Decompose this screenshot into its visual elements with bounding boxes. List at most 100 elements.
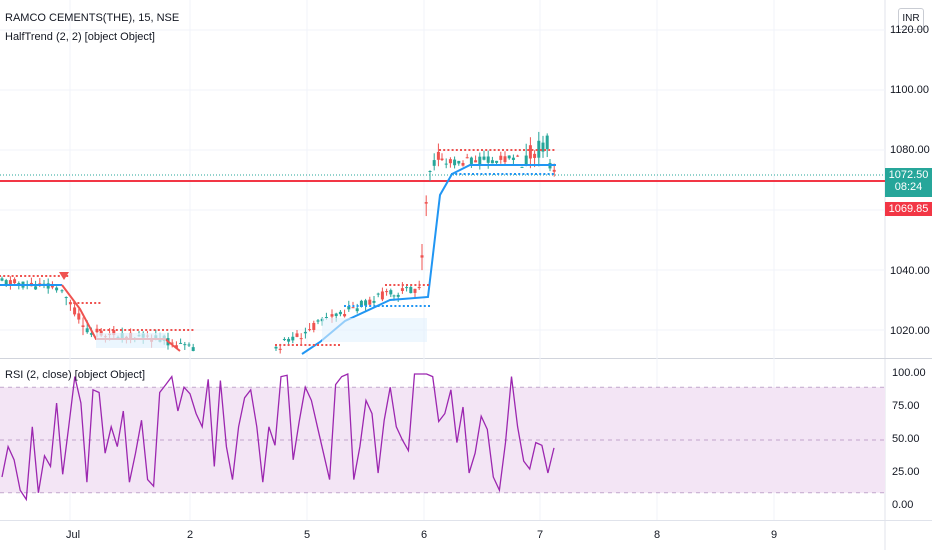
atr-dot — [107, 329, 110, 331]
atr-dot — [451, 149, 454, 151]
candle-body — [465, 157, 469, 159]
atr-dot — [174, 329, 177, 331]
atr-dot — [467, 173, 470, 175]
atr-dot — [170, 329, 173, 331]
atr-dot — [464, 149, 467, 151]
candle-body — [299, 338, 303, 340]
atr-dot — [365, 305, 367, 307]
atr-dot — [308, 344, 311, 346]
atr-dot — [419, 305, 422, 307]
candle-body — [191, 347, 195, 351]
candle-body — [0, 278, 4, 281]
atr-dot — [548, 149, 551, 151]
atr-dot — [0, 275, 1, 277]
atr-dot — [489, 149, 492, 151]
line-price-value: 1069.85 — [888, 203, 929, 215]
atr-dot — [321, 344, 324, 346]
currency-button[interactable]: INR — [898, 8, 924, 30]
atr-dot — [69, 302, 71, 304]
atr-dot — [398, 305, 401, 307]
candle-body — [55, 287, 59, 291]
rsi-tick: 25.00 — [892, 466, 920, 478]
atr-dot — [81, 302, 84, 304]
symbol-legend: RAMCO CEMENTS(THE), 15, NSE — [5, 11, 179, 25]
atr-dot — [124, 329, 127, 331]
candle-body — [50, 285, 54, 288]
candle-body — [372, 300, 376, 303]
candle-body — [533, 153, 537, 158]
atr-dot — [178, 329, 181, 331]
time-tick: 5 — [304, 529, 311, 541]
atr-dot — [348, 305, 351, 307]
atr-dot — [476, 173, 479, 175]
atr-dot — [183, 329, 185, 331]
candle-body — [308, 329, 312, 331]
price-tick: 1080.00 — [890, 144, 930, 156]
last-price-tag: 1072.50 08:24 — [885, 168, 932, 197]
atr-dot — [157, 329, 160, 331]
atr-dot — [518, 149, 521, 151]
atr-dot — [418, 284, 421, 286]
candle-body — [73, 307, 77, 315]
atr-dot — [488, 173, 491, 175]
atr-dot — [338, 344, 340, 346]
atr-dot — [98, 302, 101, 304]
atr-dot — [128, 329, 131, 331]
candle-body — [77, 313, 81, 320]
candle-body — [432, 160, 436, 166]
atr-dot — [333, 344, 336, 346]
candle-body — [428, 171, 432, 173]
atr-dot — [36, 275, 39, 277]
atr-dot — [41, 275, 43, 277]
rsi-label: RSI (2, close) [object Object] — [5, 369, 145, 381]
atr-dot — [45, 275, 48, 277]
candle-body — [478, 156, 482, 165]
atr-dot — [187, 329, 190, 331]
candle-body — [179, 342, 183, 344]
atr-dot — [73, 302, 76, 304]
time-tick: 2 — [187, 529, 194, 541]
atr-dot — [394, 305, 397, 307]
atr-dot — [279, 344, 282, 346]
atr-dot — [166, 329, 169, 331]
atr-dot — [369, 305, 372, 307]
atr-dot — [514, 173, 516, 175]
atr-dot — [153, 329, 156, 331]
atr-dot — [518, 173, 521, 175]
candle-body — [60, 290, 64, 292]
atr-dot — [497, 173, 500, 175]
candle-body — [417, 286, 421, 289]
atr-dot — [393, 284, 396, 286]
candle-body — [499, 155, 503, 160]
price-tick: 1040.00 — [890, 265, 930, 277]
time-tick: 9 — [771, 529, 778, 541]
candle-body — [495, 160, 499, 163]
candle-body — [355, 308, 359, 312]
candle-body — [507, 155, 511, 159]
atr-dot — [191, 329, 194, 331]
rsi-tick: 100.00 — [892, 367, 926, 379]
candle-body — [461, 163, 465, 166]
rsi-legend: RSI (2, close) [object Object] — [5, 368, 145, 382]
time-tick: 6 — [421, 529, 428, 541]
price-tick: 1100.00 — [890, 84, 929, 96]
halftrend-legend: HalfTrend (2, 2) [object Object] — [5, 30, 155, 44]
line-price-tag: 1069.85 — [885, 202, 932, 216]
atr-dot — [283, 344, 286, 346]
candle-body — [537, 140, 541, 158]
time-tick: Jul — [66, 529, 81, 541]
candle-body — [347, 306, 351, 310]
candle-body — [287, 338, 291, 342]
atr-dot — [451, 173, 453, 175]
atr-dot — [360, 305, 363, 307]
candle-body — [183, 344, 187, 346]
candle-body — [392, 295, 396, 297]
sell-signal-arrow — [59, 272, 69, 280]
candle-body — [34, 286, 38, 290]
atr-dot — [386, 305, 388, 307]
atr-dot — [77, 302, 80, 304]
candle-body — [385, 291, 389, 293]
atr-dot — [501, 173, 504, 175]
rsi-tick: 50.00 — [892, 433, 920, 445]
